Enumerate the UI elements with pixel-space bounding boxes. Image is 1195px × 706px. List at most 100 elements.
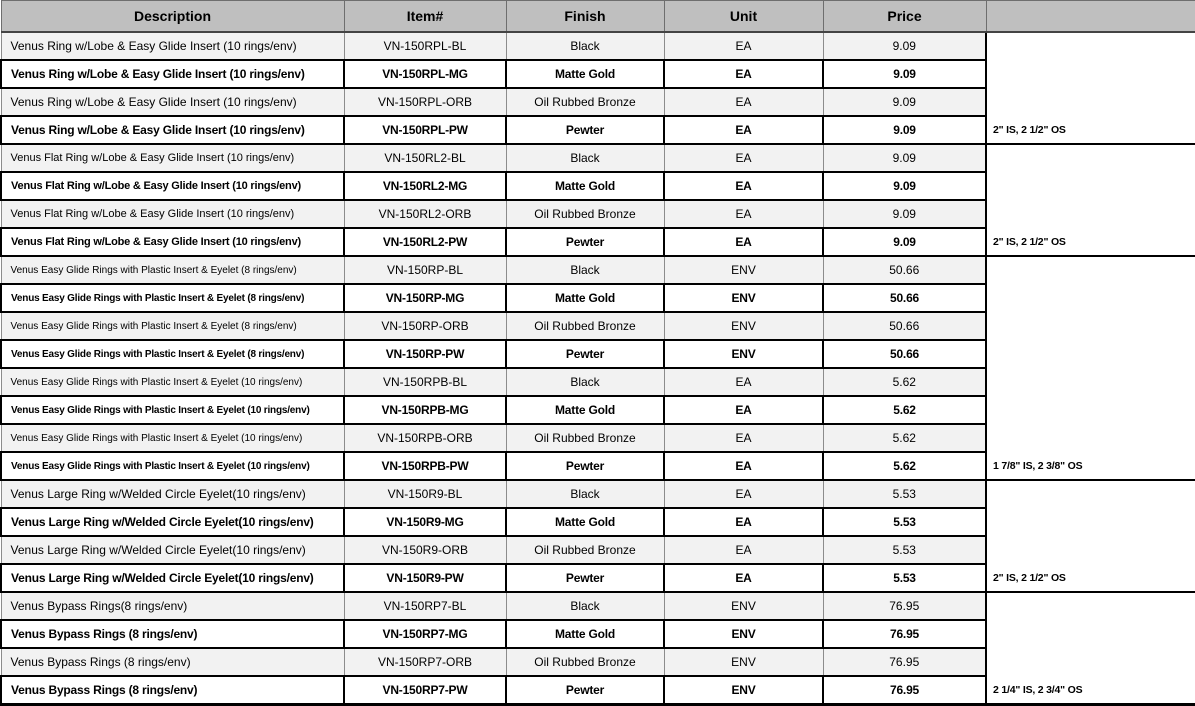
unit-cell: EA [663, 479, 824, 509]
table-row: Venus Easy Glide Rings with Plastic Inse… [0, 451, 1195, 481]
table-row: Venus Easy Glide Rings with Plastic Inse… [0, 283, 1195, 313]
header-notes-blank [985, 0, 1195, 33]
unit-cell: ENV [663, 619, 824, 649]
table-row: Venus Large Ring w/Welded Circle Eyelet(… [0, 563, 1195, 593]
finish-cell: Matte Gold [505, 507, 665, 537]
table-row: Venus Ring w/Lobe & Easy Glide Insert (1… [0, 31, 1195, 145]
description-cell: Venus Flat Ring w/Lobe & Easy Glide Inse… [0, 199, 345, 229]
description-cell: Venus Easy Glide Rings with Plastic Inse… [0, 311, 345, 341]
item-number-cell: VN-150RPB-ORB [343, 423, 507, 453]
finish-cell: Oil Rubbed Bronze [505, 535, 665, 565]
price-cell: 9.09 [822, 171, 987, 201]
finish-cell: Pewter [505, 115, 665, 145]
size-note-cell: 2" IS, 2 1/2" OS [985, 31, 1195, 145]
item-number-cell: VN-150RL2-PW [343, 227, 507, 257]
table-row: Venus Easy Glide Rings with Plastic Inse… [0, 395, 1195, 425]
item-number-cell: VN-150R9-MG [343, 507, 507, 537]
finish-cell: Oil Rubbed Bronze [505, 311, 665, 341]
price-cell: 76.95 [822, 591, 987, 621]
description-cell: Venus Flat Ring w/Lobe & Easy Glide Inse… [0, 227, 345, 257]
finish-cell: Pewter [505, 339, 665, 369]
description-cell: Venus Ring w/Lobe & Easy Glide Insert (1… [0, 31, 345, 61]
header-finish: Finish [505, 0, 665, 33]
description-cell: Venus Large Ring w/Welded Circle Eyelet(… [0, 479, 345, 509]
price-cell: 5.62 [822, 395, 987, 425]
table-row: Venus Flat Ring w/Lobe & Easy Glide Inse… [0, 143, 1195, 257]
unit-cell: EA [663, 143, 824, 173]
finish-cell: Matte Gold [505, 59, 665, 89]
table-row: Venus Easy Glide Rings with Plastic Inse… [0, 423, 1195, 453]
description-cell: Venus Bypass Rings (8 rings/env) [0, 675, 345, 705]
item-number-cell: VN-150RL2-MG [343, 171, 507, 201]
unit-cell: ENV [663, 675, 824, 705]
table-row: Venus Bypass Rings (8 rings/env) VN-150RP… [0, 619, 1195, 649]
item-number-cell: VN-150RL2-BL [343, 143, 507, 173]
finish-cell: Matte Gold [505, 619, 665, 649]
unit-cell: EA [663, 87, 824, 117]
unit-cell: EA [663, 115, 824, 145]
unit-cell: EA [663, 563, 824, 593]
unit-cell: ENV [663, 255, 824, 285]
item-number-cell: VN-150RP-PW [343, 339, 507, 369]
description-cell: Venus Easy Glide Rings with Plastic Inse… [0, 255, 345, 285]
table-row: Venus Flat Ring w/Lobe & Easy Glide Inse… [0, 199, 1195, 229]
size-note-cell: 2 1/4" IS, 2 3/4" OS [985, 591, 1195, 705]
price-cell: 9.09 [822, 227, 987, 257]
price-cell: 9.09 [822, 199, 987, 229]
price-cell: 9.09 [822, 31, 987, 61]
table-row: Venus Ring w/Lobe & Easy Glide Insert (1… [0, 115, 1195, 145]
header-price: Price [822, 0, 987, 33]
finish-cell: Black [505, 143, 665, 173]
item-number-cell: VN-150RL2-ORB [343, 199, 507, 229]
table-row: Venus Easy Glide Rings with Plastic Inse… [0, 255, 1195, 481]
description-cell: Venus Ring w/Lobe & Easy Glide Insert (1… [0, 87, 345, 117]
finish-cell: Matte Gold [505, 395, 665, 425]
finish-cell: Matte Gold [505, 171, 665, 201]
unit-cell: ENV [663, 283, 824, 313]
unit-cell: ENV [663, 591, 824, 621]
table-row: Venus Flat Ring w/Lobe & Easy Glide Inse… [0, 171, 1195, 201]
unit-cell: EA [663, 171, 824, 201]
finish-cell: Oil Rubbed Bronze [505, 87, 665, 117]
item-number-cell: VN-150RPB-MG [343, 395, 507, 425]
unit-cell: EA [663, 31, 824, 61]
table-row: Venus Easy Glide Rings with Plastic Inse… [0, 339, 1195, 369]
unit-cell: EA [663, 367, 824, 397]
item-number-cell: VN-150RPL-PW [343, 115, 507, 145]
item-number-cell: VN-150RP7-MG [343, 619, 507, 649]
unit-cell: ENV [663, 311, 824, 341]
item-number-cell: VN-150R9-PW [343, 563, 507, 593]
price-cell: 5.62 [822, 423, 987, 453]
price-cell: 9.09 [822, 87, 987, 117]
price-cell: 50.66 [822, 311, 987, 341]
description-cell: Venus Easy Glide Rings with Plastic Inse… [0, 395, 345, 425]
item-number-cell: VN-150RPL-MG [343, 59, 507, 89]
finish-cell: Oil Rubbed Bronze [505, 199, 665, 229]
description-cell: Venus Easy Glide Rings with Plastic Inse… [0, 451, 345, 481]
price-cell: 9.09 [822, 143, 987, 173]
table-row: Venus Easy Glide Rings with Plastic Inse… [0, 311, 1195, 341]
item-number-cell: VN-150RP-MG [343, 283, 507, 313]
header-item-number: Item# [343, 0, 507, 33]
description-cell: Venus Easy Glide Rings with Plastic Inse… [0, 423, 345, 453]
finish-cell: Oil Rubbed Bronze [505, 647, 665, 677]
finish-cell: Black [505, 255, 665, 285]
table-row: Venus Bypass Rings (8 rings/env) VN-150RP… [0, 675, 1195, 705]
item-number-cell: VN-150RP-BL [343, 255, 507, 285]
price-cell: 9.09 [822, 59, 987, 89]
header-description: Description [0, 0, 345, 33]
price-cell: 9.09 [822, 115, 987, 145]
item-number-cell: VN-150RPL-BL [343, 31, 507, 61]
description-cell: Venus Bypass Rings (8 rings/env) [0, 647, 345, 677]
description-cell: Venus Ring w/Lobe & Easy Glide Insert (1… [0, 115, 345, 145]
finish-cell: Black [505, 367, 665, 397]
unit-cell: EA [663, 227, 824, 257]
price-cell: 76.95 [822, 647, 987, 677]
description-cell: Venus Flat Ring w/Lobe & Easy Glide Inse… [0, 143, 345, 173]
price-cell: 5.53 [822, 535, 987, 565]
finish-cell: Pewter [505, 563, 665, 593]
price-cell: 50.66 [822, 255, 987, 285]
finish-cell: Oil Rubbed Bronze [505, 423, 665, 453]
